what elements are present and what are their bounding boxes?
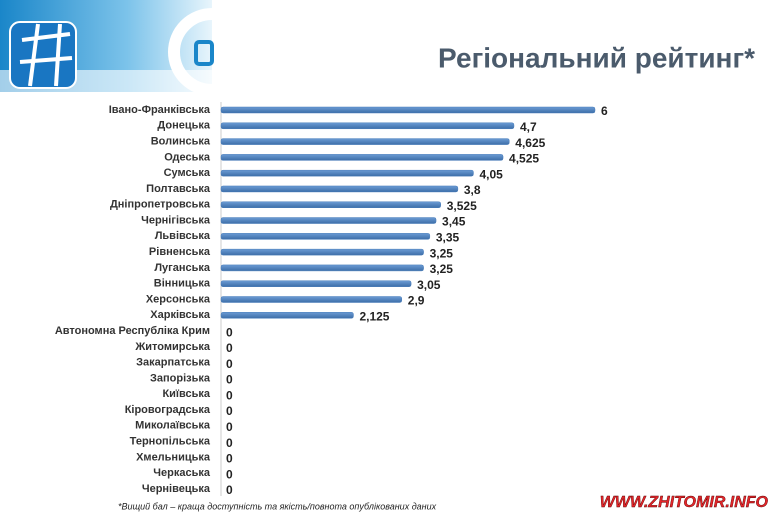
value-label: 0 (226, 420, 233, 434)
category-label: Сумська (164, 167, 211, 179)
footnote: *Вищий бал – краща доступність та якість… (118, 501, 437, 511)
category-label: Полтавська (146, 183, 211, 195)
bar (220, 201, 441, 208)
value-label: 4,525 (509, 152, 539, 166)
bar (220, 185, 459, 193)
value-label: 0 (226, 325, 233, 339)
bar (220, 264, 424, 272)
bar (220, 296, 403, 303)
value-label: 4,625 (515, 136, 545, 150)
plot: Івано-Франківська 6 Донецька 4,7 Волинська 4,… (55, 104, 608, 497)
value-label: 3,45 (442, 215, 466, 229)
category-label: Волинська (151, 135, 211, 147)
category-label: Тернопільська (130, 436, 211, 448)
category-label: Закарпатська (136, 357, 211, 369)
category-label: Житомирська (134, 341, 211, 353)
value-label: 0 (226, 467, 233, 481)
value-label: 2,9 (408, 294, 425, 308)
value-label: 0 (226, 452, 233, 466)
value-label: 3,05 (417, 278, 441, 292)
value-label: 2,125 (359, 309, 389, 323)
category-label: Херсонська (146, 293, 211, 305)
bar (220, 280, 412, 287)
category-label: Черкаська (153, 467, 211, 479)
value-label: 0 (226, 388, 233, 402)
category-label: Миколаївська (135, 420, 211, 432)
value-label: 0 (226, 357, 233, 371)
category-label: Луганська (154, 262, 211, 274)
bar (220, 217, 437, 224)
value-label: 0 (226, 341, 233, 355)
value-label: 3,8 (464, 183, 481, 197)
value-label: 4,05 (479, 167, 503, 181)
chart-title: Регіональний рейтинг* (438, 42, 755, 73)
value-label: 3,25 (430, 246, 454, 260)
category-label: Автономна Республіка Крим (55, 325, 210, 337)
category-label: Чернівецька (142, 483, 211, 495)
value-label: 0 (226, 436, 233, 450)
bar (220, 312, 354, 319)
bar (220, 154, 504, 161)
category-label: Одеська (164, 151, 211, 163)
value-label: 3,25 (430, 262, 454, 276)
category-label: Донецька (157, 120, 210, 132)
category-label: Львівська (155, 230, 211, 242)
bar (220, 122, 515, 130)
category-label: Івано-Франківська (109, 104, 211, 116)
category-label: Харківська (150, 309, 211, 321)
value-label: 6 (601, 104, 608, 118)
header-decoration (0, 0, 256, 96)
category-label: Дніпропетровська (110, 199, 211, 211)
value-label: 0 (226, 483, 233, 497)
value-label: 3,35 (436, 231, 460, 245)
bar (220, 248, 424, 256)
watermark: WWW.ZHITOMIR.INFO (600, 494, 769, 511)
value-label: 0 (226, 404, 233, 418)
category-label: Хмельницька (136, 451, 211, 463)
value-label: 3,525 (447, 199, 477, 213)
category-label: Чернігівська (141, 214, 211, 226)
bar (220, 169, 474, 177)
value-label: 4,7 (520, 120, 537, 134)
category-label: Київська (162, 388, 210, 400)
bar (220, 233, 431, 240)
bar (220, 106, 596, 114)
category-label: Вінницька (154, 278, 211, 290)
category-label: Кіровоградська (125, 404, 211, 416)
category-label: Запорізька (150, 372, 211, 384)
bar (220, 138, 510, 145)
category-label: Рівненська (149, 246, 211, 258)
value-label: 0 (226, 373, 233, 387)
